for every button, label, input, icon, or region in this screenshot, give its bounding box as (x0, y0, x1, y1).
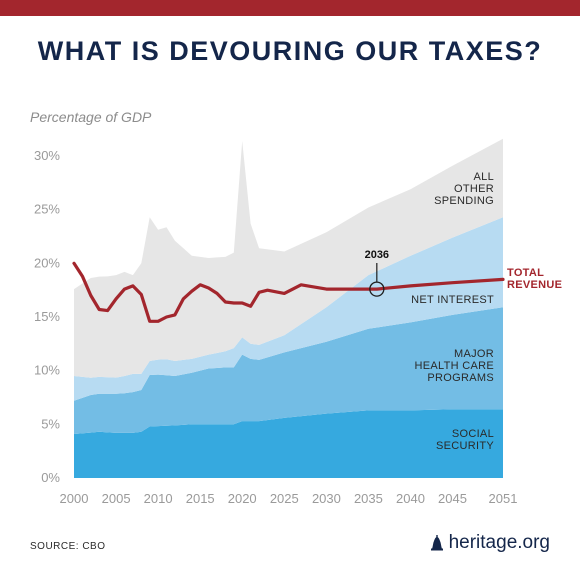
series-label: TOTAL REVENUE (507, 267, 562, 291)
bell-icon (430, 535, 443, 551)
x-tick-label: 2005 (102, 491, 131, 506)
brand-name: heritage.org (448, 532, 550, 553)
x-tick-label: 2035 (354, 491, 383, 506)
x-tick-label: 2015 (186, 491, 215, 506)
x-tick-label: 2000 (60, 491, 89, 506)
annotation-marker (369, 281, 385, 297)
brand-logo[interactable]: heritage.org (430, 532, 550, 554)
x-axis-ticks: 2000 2005 2010 2015 2020 2025 2030 2035 2040 2045… (60, 491, 518, 506)
y-tick-label: 30% (34, 148, 60, 163)
area-series-2 (74, 307, 503, 434)
area-series-1 (74, 409, 503, 478)
chart-title: WHAT IS DEVOURING OUR TAXES? (37, 36, 543, 66)
y-axis-title: Percentage of GDP (30, 109, 152, 125)
revenue-layer (72, 261, 505, 323)
x-tick-label: 2030 (312, 491, 341, 506)
area-layers (74, 138, 503, 478)
x-tick-label: 2045 (438, 491, 467, 506)
y-tick-label: 15% (34, 309, 60, 324)
y-tick-label: 0% (41, 470, 60, 485)
annotation-label: 2036 (365, 249, 389, 261)
x-tick-label: 2020 (228, 491, 257, 506)
y-axis-ticks: 0% 5% 10% 15% 20% 25% 30% (34, 148, 60, 485)
x-tick-label: 2010 (144, 491, 173, 506)
y-tick-label: 10% (34, 363, 60, 378)
source-note: SOURCE: CBO (30, 541, 106, 552)
series-label: SOCIAL SECURITY (436, 428, 494, 452)
area-series-4 (74, 138, 503, 378)
y-tick-label: 20% (34, 255, 60, 270)
series-label: NET INTEREST (411, 294, 494, 306)
y-tick-label: 5% (41, 416, 60, 431)
x-tick-label: 2040 (396, 491, 425, 506)
y-tick-label: 25% (34, 202, 60, 217)
x-tick-label: 2025 (270, 491, 299, 506)
series-label: ALL OTHER SPENDING (434, 171, 494, 207)
series-labels: ALL OTHER SPENDING NET INTEREST MAJOR HEALTH … (411, 171, 562, 452)
series-label: MAJOR HEALTH CARE PROGRAMS (415, 348, 495, 384)
area-series-3 (74, 217, 503, 401)
x-tick-label: 2051 (489, 491, 518, 506)
top-accent-bar (0, 0, 580, 16)
annotation-layer: 2036 (365, 249, 389, 297)
revenue-line (72, 261, 505, 323)
